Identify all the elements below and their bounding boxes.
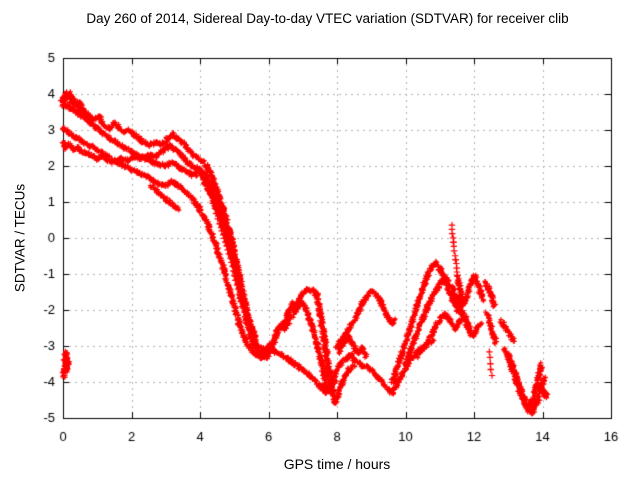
y-axis-label: SDTVAR / TECUs	[12, 183, 28, 293]
x-axis-label: GPS time / hours	[283, 456, 391, 472]
chart-title: Day 260 of 2014, Sidereal Day-to-day VTE…	[86, 11, 569, 26]
